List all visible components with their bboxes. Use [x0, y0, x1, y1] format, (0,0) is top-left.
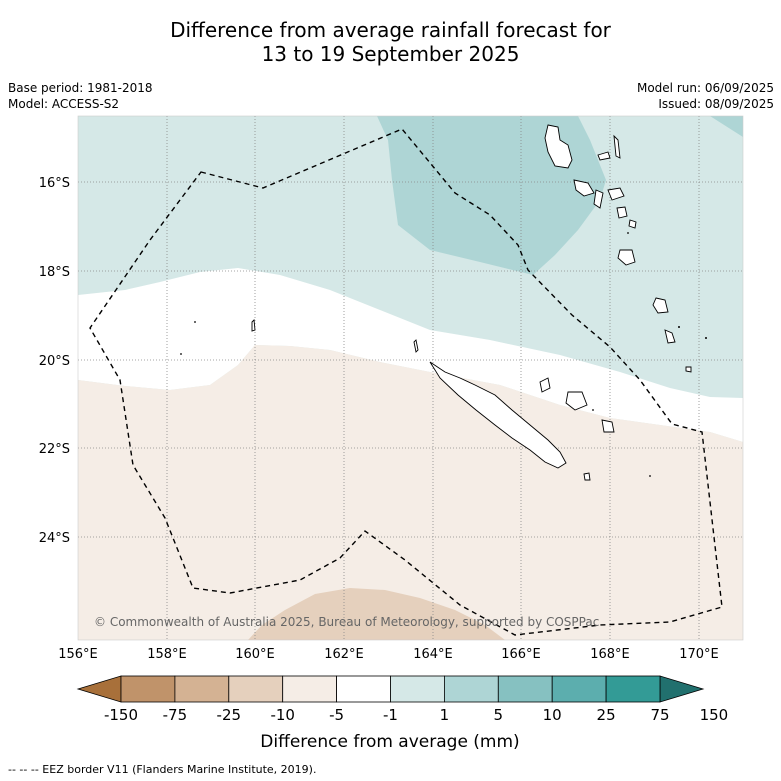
vanuatu-ambae: [597, 151, 611, 161]
colorbar-cell: [120, 675, 176, 703]
chart-title: Difference from average rainfall forecas…: [0, 18, 781, 66]
colorbar-tick-label: 150: [700, 706, 729, 724]
colorbar-cell: [497, 675, 553, 703]
vanuatu-small-1: [616, 206, 628, 219]
vanuatu-maewo: [613, 134, 621, 159]
colorbar-tick-label: 10: [543, 706, 562, 724]
lon-label: 158°E: [147, 647, 187, 662]
new-caledonia-main: [429, 361, 567, 469]
islet-dots: [180, 232, 707, 477]
islet-dot: [649, 475, 651, 477]
lat-label: 20°S: [39, 354, 70, 369]
colorbar-tick-label: -25: [217, 706, 242, 724]
lon-label: 156°E: [58, 647, 98, 662]
belep-island: [413, 339, 419, 353]
colorbar-cell: [390, 675, 445, 703]
vanuatu-erromango: [652, 297, 669, 314]
lon-label: 170°E: [679, 647, 719, 662]
vanuatu-malekula: [573, 179, 595, 197]
graticule: [78, 116, 743, 640]
vanuatu-espiritu-santo: [544, 124, 573, 169]
lat-labels: 16°S 18°S 20°S 22°S 24°S: [39, 176, 70, 546]
field-tan: [248, 588, 505, 640]
colorbar-cell: [174, 675, 230, 703]
coastlines: [251, 124, 692, 481]
lon-label: 162°E: [324, 647, 364, 662]
colorbar-tick-label: 25: [597, 706, 616, 724]
colorbar-tick-label: -150: [104, 706, 138, 724]
meta-right: Model run: 06/09/2025 Issued: 08/09/2025: [637, 80, 774, 112]
lon-label: 164°E: [413, 647, 453, 662]
eez-border: [89, 128, 723, 636]
islet-east-1: [685, 366, 692, 373]
lon-label: 160°E: [235, 647, 275, 662]
colorbar-tick-label: 75: [650, 706, 669, 724]
colorbar-cell: [551, 675, 607, 703]
loyalty-island-1: [539, 377, 551, 393]
vanuatu-efate: [593, 189, 604, 209]
chesterfield-islet: [251, 319, 256, 332]
rainfall-field: [78, 116, 743, 640]
colorbar-tick-label: -75: [163, 706, 188, 724]
colorbar-tick-label: 1: [440, 706, 450, 724]
vanuatu-tanna: [617, 249, 636, 266]
colorbar-tick-label: -1: [383, 706, 398, 724]
vanuatu-aneityum: [664, 329, 676, 344]
colorbar-cell: [228, 675, 284, 703]
vanuatu-small-2: [628, 219, 637, 229]
colorbar-tick-label: -10: [270, 706, 295, 724]
colorbar-tick-label: 5: [494, 706, 504, 724]
colorbar-cell: [282, 675, 338, 703]
meta-left: Base period: 1981-2018 Model: ACCESS-S2: [8, 80, 153, 112]
issued-date: Issued: 08/09/2025: [658, 97, 774, 111]
lon-label: 166°E: [501, 647, 541, 662]
colorbar-tick-label: -5: [329, 706, 344, 724]
islet-dot: [180, 353, 182, 355]
colorbar-cell: [605, 675, 661, 703]
colorbar-cell: [443, 675, 499, 703]
title-line-1: Difference from average rainfall forecas…: [170, 18, 611, 42]
map-frame: [77, 115, 744, 641]
islet-dot: [194, 321, 196, 323]
colorbar: -150 -75 -25 -10 -5 -1 1 5 10 25 75 150: [76, 675, 729, 724]
colorbar-left-extend: [76, 675, 122, 703]
vanuatu-pentecost: [607, 187, 625, 201]
colorbar-title: Difference from average (mm): [260, 732, 519, 752]
lat-label: 16°S: [39, 176, 70, 191]
field-teal-corner: [710, 116, 743, 137]
colorbar-cell: [336, 675, 391, 703]
field-light-brown: [78, 345, 743, 640]
islet-dot: [592, 409, 594, 411]
loyalty-island-3: [601, 419, 615, 433]
field-teal-5-10: [377, 116, 606, 275]
lat-label: 18°S: [39, 265, 70, 280]
lon-label: 168°E: [590, 647, 630, 662]
title-line-2: 13 to 19 September 2025: [261, 42, 520, 66]
lat-label: 24°S: [39, 531, 70, 546]
colorbar-right-extend: [659, 675, 705, 703]
isle-of-pines: [583, 472, 591, 481]
model-name: Model: ACCESS-S2: [8, 97, 120, 111]
lat-label: 22°S: [39, 442, 70, 457]
loyalty-island-2: [565, 391, 588, 411]
lon-labels: 156°E 158°E 160°E 162°E 164°E 166°E 168°…: [58, 647, 719, 662]
copyright-text: © Commonwealth of Australia 2025, Bureau…: [94, 615, 599, 629]
islet-dot: [705, 337, 707, 339]
islet-dot: [678, 326, 680, 328]
eez-footnote: -- -- -- EEZ border V11 (Flanders Marine…: [8, 763, 317, 776]
islet-dot: [627, 232, 629, 234]
model-run: Model run: 06/09/2025: [636, 81, 774, 95]
base-period: Base period: 1981-2018: [8, 81, 153, 95]
